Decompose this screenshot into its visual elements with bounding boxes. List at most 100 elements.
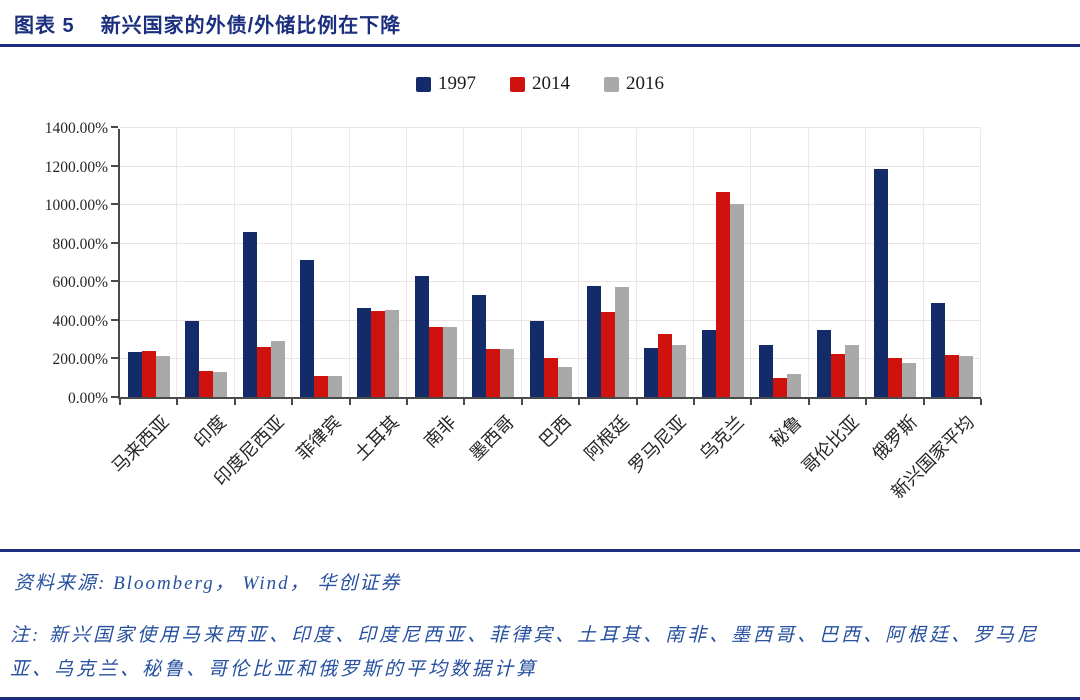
x-tick [865, 399, 868, 405]
bar-1997 [185, 320, 200, 397]
bar-2016 [213, 371, 228, 397]
x-tick [405, 399, 408, 405]
x-tick [463, 399, 466, 405]
y-tick [111, 241, 118, 244]
bar-group-15 [924, 129, 981, 397]
y-tick [111, 164, 118, 167]
bar-group-8 [522, 129, 579, 397]
bar-2016 [557, 367, 572, 397]
y-tick [111, 357, 118, 360]
gridline [120, 242, 981, 244]
y-tick-label: 600.00% [52, 274, 108, 292]
y-tick [111, 318, 118, 321]
legend-swatch-2014 [510, 76, 525, 92]
gridline-vertical [291, 129, 293, 397]
y-tick-label: 800.00% [52, 235, 108, 253]
bar-1997 [357, 308, 372, 397]
bar-2014 [600, 312, 615, 397]
gridline-vertical [922, 129, 924, 397]
figure-header: 图表 5 新兴国家的外债/外储比例在下降 [0, 0, 1080, 47]
bar-2014 [199, 370, 214, 397]
y-axis: 0.00% 200.00% 400.00% 600.00% 800.00% 1000.00… [6, 120, 118, 407]
x-axis-label: 乌克兰 [695, 411, 748, 465]
bottom-rule [0, 697, 1080, 700]
bar-2014 [486, 348, 501, 397]
x-tick [119, 399, 121, 405]
bar-group-14 [866, 129, 923, 397]
chart: 0.00% 200.00% 400.00% 600.00% 800.00% 1000.00… [6, 120, 1080, 407]
bar-2016 [729, 204, 744, 397]
x-tick [750, 399, 753, 405]
y-tick [111, 280, 118, 283]
legend-item-1997: 1997 [416, 73, 476, 95]
bar-2016 [500, 348, 515, 397]
gridline [120, 319, 981, 321]
legend-swatch-1997 [416, 76, 431, 92]
bar-1997 [472, 294, 487, 397]
x-tick [922, 399, 925, 405]
gridline-vertical [520, 129, 522, 397]
x-tick [291, 399, 294, 405]
bar-1997 [414, 275, 429, 397]
bar-2016 [155, 355, 170, 397]
bar-2014 [428, 326, 443, 397]
source-text: 资料来源: Bloomberg， Wind， 华创证券 [14, 573, 402, 594]
gridline-vertical [463, 129, 465, 397]
bar-2014 [371, 311, 386, 397]
bar-1997 [529, 320, 544, 397]
gridline [120, 165, 981, 167]
y-tick-label: 0.00% [67, 390, 108, 407]
gridline-vertical [578, 129, 580, 397]
divider-line [0, 549, 1080, 552]
legend-label: 2016 [626, 73, 664, 94]
figure-title-line: 图表 5 新兴国家的外债/外储比例在下降 [14, 9, 1066, 38]
legend-item-2016: 2016 [604, 73, 664, 95]
bar-1997 [299, 260, 314, 397]
figure-number: 图表 5 [14, 15, 75, 37]
bar-group-4 [292, 129, 349, 397]
figure-title: 新兴国家的外债/外储比例在下降 [100, 15, 402, 37]
bar-2016 [959, 355, 974, 397]
y-tick [111, 126, 118, 128]
gridline [120, 127, 981, 128]
gridline-vertical [405, 129, 407, 397]
gridline-vertical [233, 129, 235, 397]
bar-group-2 [177, 129, 234, 397]
gridline-vertical [865, 129, 867, 397]
x-axis-label: 南非 [420, 411, 461, 452]
gridline [120, 281, 981, 283]
bar-2014 [256, 346, 271, 397]
bar-group-9 [579, 129, 636, 397]
bar-group-7 [464, 129, 521, 397]
bar-2014 [773, 377, 788, 397]
bar-group-10 [637, 129, 694, 397]
bar-2014 [715, 191, 730, 397]
x-axis-label: 印度 [190, 411, 231, 452]
bar-2016 [442, 326, 457, 397]
bar-1997 [127, 351, 142, 397]
bar-2014 [887, 358, 902, 397]
bar-1997 [242, 232, 257, 397]
bar-2016 [327, 375, 342, 397]
bar-2016 [614, 287, 629, 397]
x-tick [348, 399, 351, 405]
y-tick [111, 203, 118, 206]
legend-item-2014: 2014 [510, 73, 570, 95]
gridline-vertical [692, 129, 694, 397]
legend-label: 1997 [438, 73, 476, 94]
bar-1997 [644, 347, 659, 397]
bar-2016 [901, 363, 916, 397]
x-tick [807, 399, 810, 405]
y-tick-label: 1400.00% [44, 120, 108, 137]
legend-label: 2014 [532, 73, 570, 94]
x-axis-label: 罗马尼亚 [625, 411, 691, 477]
x-tick [176, 399, 179, 405]
x-tick [692, 399, 695, 405]
bar-2014 [543, 358, 558, 397]
bar-1997 [586, 286, 601, 397]
y-tick-label: 1000.00% [44, 197, 108, 215]
bar-2014 [830, 353, 845, 397]
gridline-vertical [635, 129, 637, 397]
legend-swatch-2016 [604, 76, 619, 92]
